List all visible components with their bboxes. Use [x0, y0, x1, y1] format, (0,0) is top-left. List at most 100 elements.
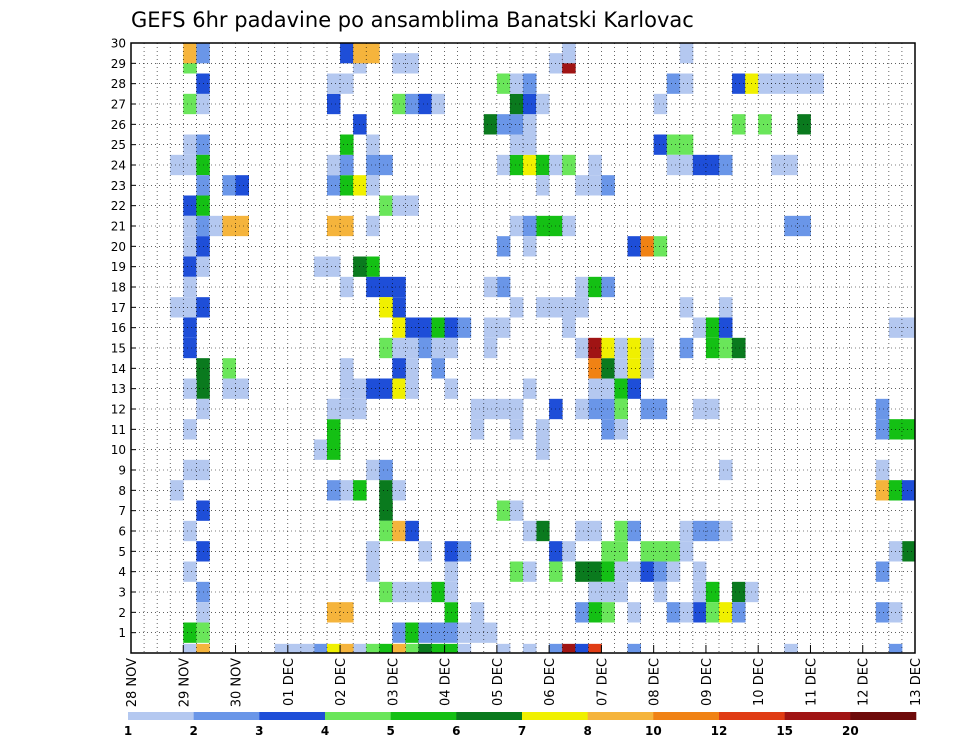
- heatmap-cell: [523, 154, 537, 176]
- heatmap-cell: [679, 337, 694, 359]
- x-tick-label: 07 DEC: [595, 658, 610, 706]
- y-tick-label: 17: [111, 301, 126, 315]
- heatmap-cell: [666, 541, 681, 562]
- heatmap-cell: [614, 337, 628, 359]
- heatmap-cell: [653, 581, 668, 603]
- x-tick-label: 01 DEC: [282, 658, 297, 706]
- y-tick-label: 16: [111, 321, 126, 335]
- heatmap-cell: [170, 154, 184, 176]
- heatmap-cell: [509, 93, 524, 115]
- heatmap-cell: [170, 297, 184, 318]
- heatmap-cell: [235, 215, 249, 237]
- heatmap-cell: [601, 419, 615, 440]
- y-tick-label: 4: [118, 565, 126, 579]
- heatmap-cell: [405, 93, 419, 115]
- heatmap-cell: [705, 520, 720, 542]
- heatmap-cell: [719, 154, 733, 176]
- heatmap-cell: [523, 215, 537, 237]
- heatmap-cell: [327, 419, 341, 440]
- heatmap-cell: [327, 398, 341, 420]
- heatmap-cell: [614, 541, 628, 562]
- heatmap-cell: [183, 419, 197, 440]
- colorbar-swatch: [587, 712, 654, 720]
- y-tick-label: 15: [111, 342, 126, 356]
- heatmap-cell: [784, 643, 798, 653]
- heatmap-cell: [536, 93, 550, 115]
- heatmap-cell: [562, 643, 576, 653]
- heatmap-cell: [523, 134, 537, 155]
- heatmap-cell: [810, 73, 824, 94]
- y-tick-label: 6: [118, 525, 126, 539]
- heatmap-cell: [470, 622, 485, 643]
- y-tick-label: 11: [111, 423, 126, 437]
- heatmap-cell: [875, 419, 890, 440]
- heatmap-cell: [627, 378, 641, 399]
- heatmap-cell: [536, 175, 550, 196]
- heatmap-cell: [536, 154, 550, 176]
- heatmap-cell: [483, 114, 498, 135]
- heatmap-cell: [470, 602, 485, 623]
- heatmap-cell: [509, 215, 524, 237]
- heatmap-cell: [653, 236, 668, 257]
- heatmap-cell: [627, 236, 641, 257]
- heatmap-cell: [797, 73, 811, 94]
- colorbar-label: 8: [583, 724, 591, 738]
- heatmap-cell: [405, 520, 419, 542]
- heatmap-cell: [183, 520, 197, 542]
- x-axis-ticks: 28 NOV 29 NOV 30 NOV 01 DEC 02 DEC 03 DEC 04 D…: [125, 645, 924, 707]
- x-tick-label: 29 NOV: [177, 658, 192, 707]
- heatmap-cell: [431, 643, 445, 653]
- y-tick-label: 7: [118, 504, 126, 518]
- heatmap-cell: [366, 561, 380, 582]
- colorbar-swatch: [325, 712, 391, 720]
- heatmap-cell: [170, 480, 184, 501]
- y-tick-label: 25: [111, 138, 126, 152]
- y-tick-label: 22: [111, 199, 126, 213]
- heatmap-cell: [183, 317, 197, 338]
- colorbar-label: 10: [645, 724, 662, 738]
- y-tick-label: 2: [118, 606, 126, 620]
- heatmap-cell: [183, 256, 197, 277]
- heatmap-cell: [523, 561, 537, 582]
- heatmap-cell: [666, 602, 681, 623]
- heatmap-cell: [196, 643, 210, 653]
- heatmap-cell: [627, 520, 641, 542]
- heatmap-cell: [666, 561, 681, 582]
- heatmap-cell: [523, 73, 537, 94]
- heatmap-cell: [588, 643, 602, 653]
- heatmap-cell: [222, 378, 236, 399]
- colorbar-swatch: [456, 712, 523, 720]
- heatmap-cell: [627, 602, 641, 623]
- heatmap-cell: [601, 358, 615, 379]
- heatmap-cell: [509, 73, 524, 94]
- heatmap-cell: [222, 175, 236, 196]
- heatmap-cell: [340, 215, 354, 237]
- heatmap-cell: [875, 602, 890, 623]
- x-tick-label: 04 DEC: [439, 658, 454, 706]
- heatmap-cell: [601, 581, 615, 603]
- heatmap-cell: [418, 317, 432, 338]
- heatmap-cell: [614, 561, 628, 582]
- heatmap-cell: [901, 541, 916, 562]
- heatmap-cell: [183, 93, 197, 115]
- heatmap-cell: [340, 175, 354, 196]
- heatmap-cell: [601, 398, 615, 420]
- colorbar-label: 7: [518, 724, 526, 738]
- x-tick-label: 08 DEC: [648, 658, 663, 706]
- x-tick-label: 03 DEC: [386, 658, 401, 706]
- heatmap-cell: [183, 43, 197, 64]
- y-tick-label: 21: [111, 220, 126, 234]
- heatmap-cell: [379, 480, 393, 501]
- heatmap-cell: [549, 643, 563, 653]
- heatmap-cell: [470, 419, 485, 440]
- heatmap-cell: [366, 154, 380, 176]
- heatmap-cell: [575, 520, 589, 542]
- heatmap-cell: [627, 337, 641, 359]
- heatmap-cell: [327, 439, 341, 460]
- heatmap-cell: [679, 541, 694, 562]
- heatmap-cell: [875, 480, 890, 501]
- heatmap-cell: [327, 256, 341, 277]
- heatmap-cell: [431, 581, 445, 603]
- heatmap-cell: [705, 317, 720, 338]
- x-tick-label: 02 DEC: [334, 658, 349, 706]
